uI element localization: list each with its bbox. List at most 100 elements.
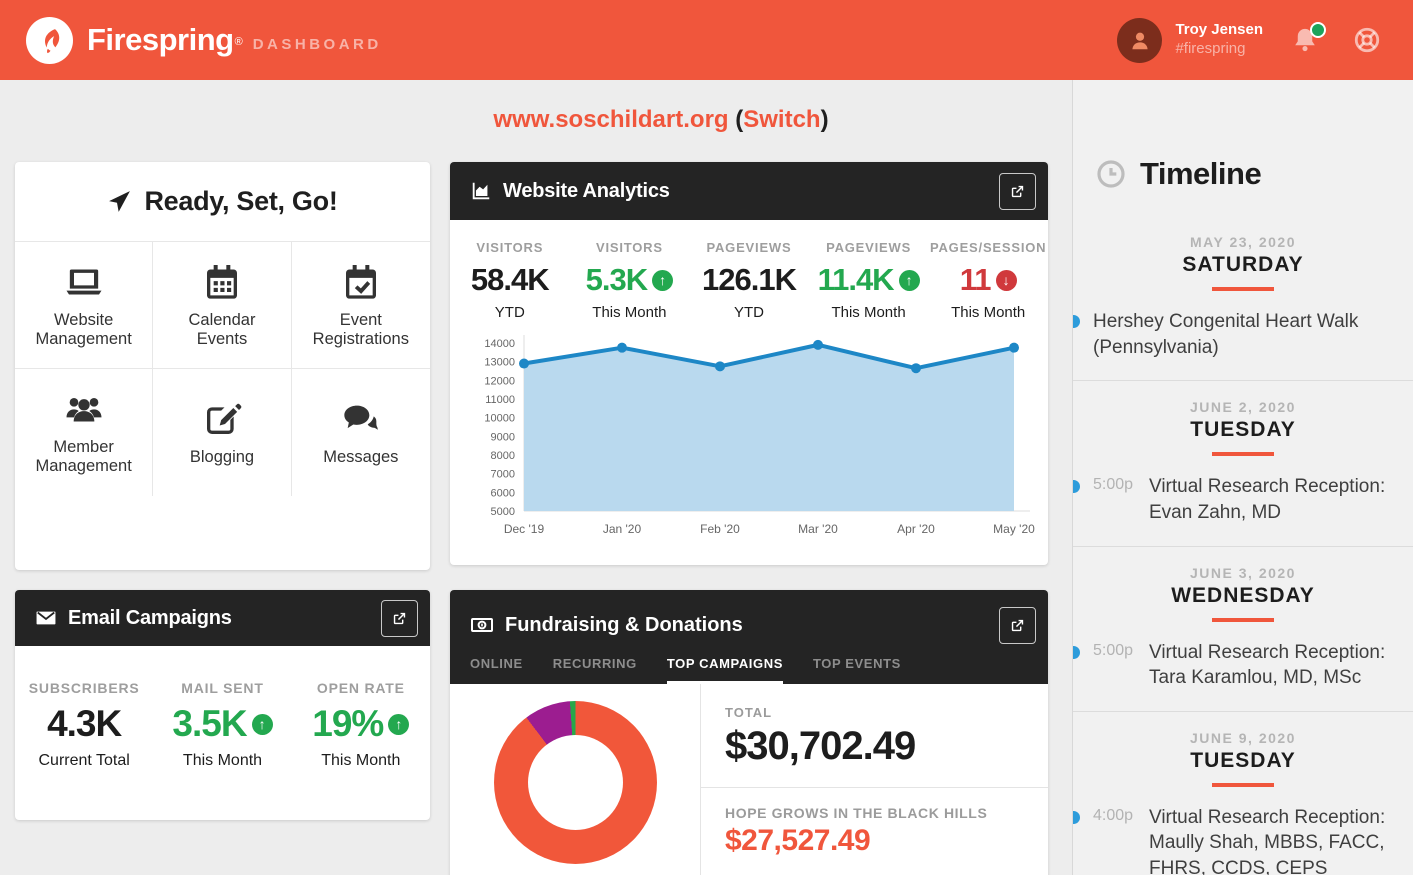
total-value: $30,702.49	[725, 724, 916, 768]
envelope-icon	[35, 607, 57, 629]
stat-label: OPEN RATE	[316, 680, 405, 696]
quicklink-website-management[interactable]: Website Management	[15, 242, 154, 369]
current-site-url: www.soschildart.org	[493, 106, 729, 133]
fundraising-external-link-button[interactable]	[999, 606, 1036, 644]
stat-value: 58.4K	[470, 262, 550, 297]
top-campaign-row: HOPE GROWS IN THE BLACK HILLS $27,527.49	[701, 788, 1048, 875]
location-arrow-icon	[109, 191, 131, 212]
svg-text:6000: 6000	[491, 487, 515, 499]
chat-bubbles-icon	[344, 405, 381, 434]
website-analytics-card: Website Analytics VISITORS 58.4K YTD VIS…	[450, 162, 1048, 565]
quicklink-calendar-events[interactable]: Calendar Events	[153, 242, 292, 369]
timeline-panel: Timeline MAY 23, 2020 SATURDAY Hershey C…	[1072, 80, 1413, 875]
stat-subscribers: SUBSCRIBERS 4.3K Current Total	[15, 680, 153, 770]
trend-up-icon	[652, 269, 674, 291]
stat-label: PAGES/SESSION	[929, 240, 1047, 255]
tab-top-events[interactable]: TOP EVENTS	[813, 656, 901, 671]
stat-value: 3.5K	[153, 703, 291, 745]
quicklink-label: Event Registrations	[312, 310, 409, 348]
external-link-icon	[1011, 185, 1024, 197]
stat-value: 11	[928, 262, 1048, 298]
person-icon	[1132, 32, 1148, 50]
stat-sublabel: This Month	[831, 304, 906, 321]
timeline-event[interactable]: Hershey Congenital Heart Walk (Pennsylva…	[1073, 309, 1393, 360]
quicklink-event-registrations[interactable]: Event Registrations	[291, 242, 430, 369]
email-external-link-button[interactable]	[381, 599, 418, 637]
top-campaign-label: HOPE GROWS IN THE BLACK HILLS	[725, 805, 988, 821]
svg-text:Feb '20: Feb '20	[700, 522, 740, 536]
event-dot-icon	[1073, 645, 1080, 659]
timeline-event[interactable]: 5:00p Virtual Research Reception: Tara K…	[1073, 640, 1393, 691]
tab-recurring[interactable]: RECURRING	[552, 656, 637, 671]
event-time: 4:00p	[1093, 806, 1134, 824]
brand-name: Firespring	[87, 22, 234, 57]
campaigns-donut-chart	[493, 701, 657, 864]
website-analytics-title: Website Analytics	[503, 179, 670, 202]
event-dot-icon	[1073, 315, 1080, 328]
event-time: 5:00p	[1093, 476, 1134, 494]
timeline-date: JUNE 9, 2020	[1190, 729, 1296, 746]
stat-value: 126.1K	[702, 262, 797, 297]
brand-product-label: DASHBOARD	[252, 35, 382, 53]
user-avatar[interactable]	[1117, 17, 1163, 63]
timeline-event[interactable]: 4:00p Virtual Research Reception: Maully…	[1073, 805, 1393, 875]
donut-column	[450, 684, 700, 875]
tab-online[interactable]: ONLINE	[470, 656, 523, 671]
fundraising-title: Fundraising & Donations	[505, 613, 743, 636]
svg-text:Apr '20: Apr '20	[897, 522, 935, 536]
timeline-accent-bar	[1212, 287, 1274, 291]
clock-icon	[1097, 160, 1125, 188]
timeline-title: Timeline	[1140, 156, 1262, 191]
timeline-accent-bar	[1212, 782, 1274, 787]
email-campaigns-title: Email Campaigns	[68, 606, 232, 629]
top-campaign-value: $27,527.49	[725, 824, 871, 857]
ready-set-go-title: Ready, Set, Go!	[144, 186, 338, 216]
stat-pageviews-ytd: PAGEVIEWS 126.1K YTD	[689, 240, 809, 321]
stat-visitors-ytd: VISITORS 58.4K YTD	[450, 240, 570, 321]
website-analytics-header: Website Analytics	[450, 162, 1048, 220]
timeline-group: JUNE 2, 2020 TUESDAY 5:00p Virtual Resea…	[1073, 381, 1413, 547]
stat-pageviews-month: PAGEVIEWS 11.4K This Month	[809, 240, 929, 321]
total-label: TOTAL	[725, 705, 773, 720]
event-text: Virtual Research Reception: Tara Karamlo…	[1149, 641, 1386, 689]
pencil-square-icon	[206, 403, 242, 434]
user-handle: #firespring	[1175, 40, 1246, 57]
switch-site-link[interactable]: Switch	[743, 106, 821, 133]
quicklink-member-management[interactable]: Member Management	[15, 369, 154, 496]
timeline-day: SATURDAY	[1182, 253, 1304, 276]
timeline-event[interactable]: 5:00p Virtual Research Reception: Evan Z…	[1073, 474, 1393, 525]
timeline-group: JUNE 3, 2020 WEDNESDAY 5:00p Virtual Res…	[1073, 547, 1413, 712]
quicklink-label: Blogging	[189, 447, 255, 466]
quicklink-blogging[interactable]: Blogging	[153, 369, 292, 496]
money-bill-icon	[470, 613, 494, 637]
paren-open: (	[735, 106, 744, 133]
stat-sublabel: Current Total	[38, 752, 130, 769]
timeline-group: JUNE 9, 2020 TUESDAY 4:00p Virtual Resea…	[1073, 712, 1413, 875]
stat-label: PAGEVIEWS	[706, 240, 792, 255]
registered-mark: ®	[234, 36, 243, 48]
timeline-group: MAY 23, 2020 SATURDAY Hershey Congenital…	[1073, 216, 1413, 382]
stat-label: PAGEVIEWS	[826, 240, 912, 255]
user-name: Troy Jensen	[1175, 21, 1263, 39]
tab-top-campaigns[interactable]: TOP CAMPAIGNS	[666, 656, 783, 684]
help-lifering-icon[interactable]	[1353, 26, 1381, 54]
analytics-stats-row: VISITORS 58.4K YTD VISITORS 5.3K This Mo…	[450, 240, 1048, 321]
external-link-icon	[1011, 619, 1024, 631]
svg-text:13000: 13000	[484, 357, 515, 369]
analytics-external-link-button[interactable]	[999, 172, 1036, 210]
timeline-accent-bar	[1212, 452, 1274, 457]
quicklink-messages[interactable]: Messages	[292, 369, 430, 496]
event-text: Virtual Research Reception: Maully Shah,…	[1149, 806, 1386, 875]
stat-value: 4.3K	[47, 703, 122, 744]
fundraising-card: Fundraising & Donations ONLINE RECURRING…	[450, 590, 1048, 875]
stat-sublabel: This Month	[321, 752, 401, 769]
timeline-day: TUESDAY	[1190, 418, 1296, 442]
quick-links-grid: Website Management Calendar Events Event…	[15, 242, 430, 496]
svg-text:Jan '20: Jan '20	[603, 522, 642, 536]
quicklink-label: Calendar Events	[188, 310, 256, 348]
stat-sublabel: YTD	[494, 304, 525, 321]
trend-up-icon	[251, 713, 273, 735]
notifications-bell-icon[interactable]	[1291, 22, 1326, 54]
user-meta[interactable]: Troy Jensen #firespring	[1175, 21, 1263, 59]
